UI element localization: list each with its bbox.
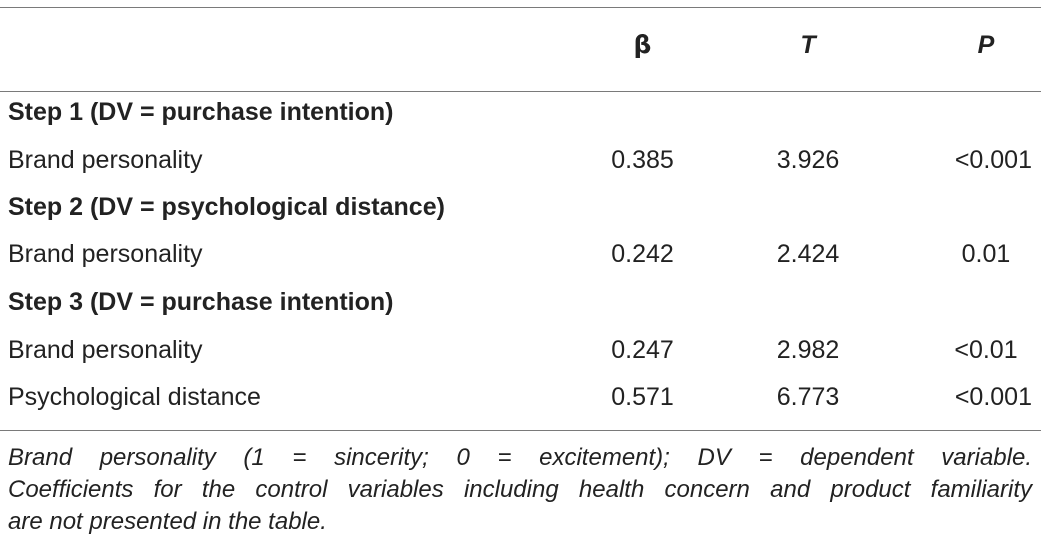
table-footnote: Brand personality (1 = sincerity; 0 = ex… xyxy=(8,442,1032,538)
step-3-heading: Step 3 (DV = purchase intention) xyxy=(8,288,394,316)
header-t: T xyxy=(800,31,816,59)
table-bottom-rule xyxy=(0,430,1041,431)
footnote-line-2: Coefficients for the control variables i… xyxy=(8,476,1032,503)
row-beta: 0.385 xyxy=(611,146,674,174)
row-beta: 0.571 xyxy=(611,383,674,411)
row-p: <0.01 xyxy=(954,336,1018,364)
header-beta: β xyxy=(633,30,652,59)
row-t: 3.926 xyxy=(776,146,840,174)
row-beta: 0.242 xyxy=(611,240,674,268)
row-t: 6.773 xyxy=(776,383,840,411)
step-2-heading: Step 2 (DV = psychological distance) xyxy=(8,193,445,221)
step-1-heading: Step 1 (DV = purchase intention) xyxy=(8,98,394,126)
row-label: Brand personality xyxy=(8,240,203,268)
row-p: <0.001 xyxy=(954,146,1032,174)
row-p: 0.01 xyxy=(961,240,1011,268)
row-label: Brand personality xyxy=(8,336,203,364)
table-top-rule xyxy=(0,7,1041,8)
footnote-line-3: are not presented in the table. xyxy=(8,508,327,535)
table-header-rule xyxy=(0,91,1041,92)
footnote-line-1: Brand personality (1 = sincerity; 0 = ex… xyxy=(8,444,1032,471)
row-label: Brand personality xyxy=(8,146,203,174)
row-label: Psychological distance xyxy=(8,383,261,411)
header-p: P xyxy=(977,31,995,59)
row-p: <0.001 xyxy=(954,383,1032,411)
row-t: 2.424 xyxy=(776,240,840,268)
row-beta: 0.247 xyxy=(611,336,674,364)
row-t: 2.982 xyxy=(776,336,840,364)
